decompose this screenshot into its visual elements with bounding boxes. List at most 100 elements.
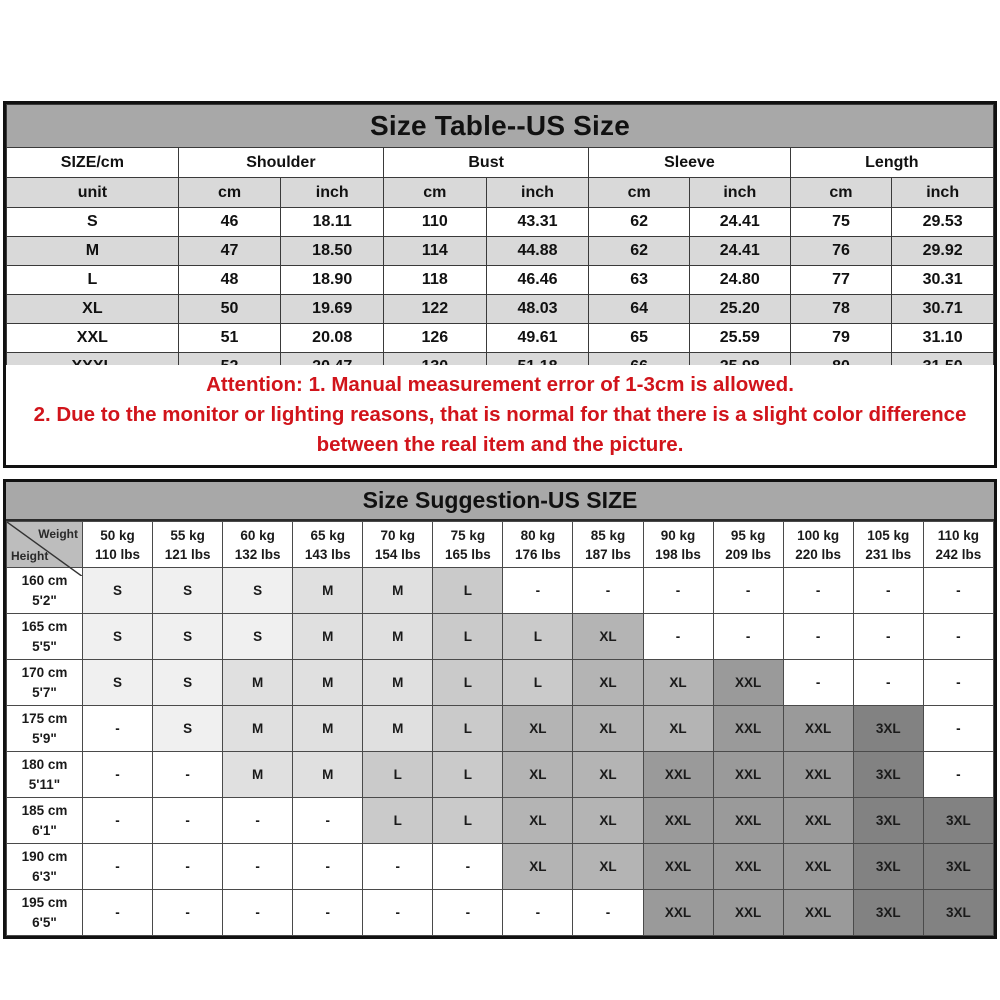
- size-table: Size Table--US Size SIZE/cm Shoulder Bus…: [6, 104, 995, 382]
- suggestion-cell: 3XL: [922, 797, 995, 844]
- weight-column-header: 65 kg 143 lbs: [292, 521, 364, 568]
- height-row-header: 170 cm 5'7": [6, 659, 83, 706]
- size-value-cell: 30.71: [891, 294, 994, 324]
- suggestion-cell: L: [502, 659, 574, 706]
- suggestion-cell: XL: [572, 797, 644, 844]
- size-table-group-header-row: SIZE/cm Shoulder Bust Sleeve Length: [6, 147, 995, 178]
- suggestion-cell: S: [152, 613, 224, 660]
- size-value-cell: 48: [177, 265, 282, 295]
- height-ft: 6'5": [32, 914, 57, 930]
- suggestion-cell: -: [152, 797, 224, 844]
- size-value-cell: 25.59: [688, 323, 791, 353]
- suggestion-cell: L: [432, 797, 504, 844]
- suggestion-cell: S: [152, 705, 224, 752]
- suggestion-cell: L: [362, 797, 434, 844]
- weight-column-header: 85 kg 187 lbs: [572, 521, 644, 568]
- weight-lbs: 132 lbs: [234, 546, 281, 562]
- weight-column-header: 70 kg 154 lbs: [362, 521, 434, 568]
- size-value-cell: 19.69: [280, 294, 385, 324]
- suggestion-cell: XL: [572, 705, 644, 752]
- suggestion-body: 160 cm 5'2" S S S M M L - - - - - - -165 cm 5'5" S S S M M L L…: [6, 567, 995, 936]
- suggestion-cell: -: [572, 567, 644, 614]
- size-value-cell: 78: [789, 294, 893, 324]
- suggestion-cell: XL: [502, 705, 574, 752]
- attention-line-2: 2. Due to the monitor or lighting reason…: [33, 403, 967, 426]
- weight-kg: 85 kg: [590, 527, 626, 543]
- size-suggestion-table: Weight Height 50 kg 110 lbs 55 kg 121 lbs 60…: [6, 521, 995, 936]
- height-ft: 5'11": [28, 776, 61, 792]
- suggestion-cell: -: [922, 751, 995, 798]
- attention-panel: Attention: 1. Manual measurement error o…: [3, 365, 997, 468]
- suggestion-cell: -: [432, 843, 504, 890]
- suggestion-cell: S: [222, 613, 294, 660]
- suggestion-cell: L: [432, 613, 504, 660]
- suggestion-cell: XL: [572, 843, 644, 890]
- size-table-row: L 48 18.90 118 46.46 63 24.80 77 30.31: [6, 265, 994, 295]
- unit-cell: inch: [688, 177, 791, 208]
- weight-kg: 110 kg: [937, 527, 980, 543]
- unit-cell: cm: [177, 177, 282, 208]
- size-value-cell: 65: [588, 323, 690, 353]
- size-value-cell: 43.31: [485, 207, 590, 237]
- suggestion-row: 180 cm 5'11" - - M M L L XL XL XXL XXL XXL 3XL -: [6, 751, 995, 798]
- size-value-cell: 62: [588, 207, 690, 237]
- size-table-row: XL 50 19.69 122 48.03 64 25.20 78 30.71: [6, 294, 994, 324]
- suggestion-cell: XL: [572, 751, 644, 798]
- suggestion-cell: -: [922, 613, 995, 660]
- header-length: Length: [789, 147, 995, 178]
- suggestion-cell: -: [502, 567, 574, 614]
- height-cm: 165 cm: [21, 618, 68, 634]
- suggestion-cell: XL: [502, 751, 574, 798]
- suggestion-header-row: Weight Height 50 kg 110 lbs 55 kg 121 lbs 60…: [6, 521, 995, 577]
- size-table-body: S 46 18.11 110 43.31 62 24.41 75 29.53 M 47 18.50 11…: [6, 207, 994, 382]
- suggestion-cell: L: [432, 751, 504, 798]
- size-value-cell: 118: [383, 265, 487, 295]
- size-table-title-row: Size Table--US Size: [6, 104, 994, 148]
- suggestion-cell: -: [572, 889, 644, 936]
- size-label-cell: S: [6, 207, 179, 237]
- weight-lbs: 154 lbs: [374, 546, 421, 562]
- diagonal-divider-icon: [7, 522, 82, 577]
- suggestion-cell: S: [81, 659, 154, 706]
- height-cm: 180 cm: [21, 756, 68, 772]
- suggestion-cell: XXL: [712, 751, 784, 798]
- size-suggestion-title: Size Suggestion-US SIZE: [6, 482, 994, 521]
- size-value-cell: 114: [383, 236, 487, 266]
- unit-cell: inch: [891, 177, 994, 208]
- suggestion-cell: L: [502, 613, 574, 660]
- weight-column-header: 75 kg 165 lbs: [432, 521, 504, 568]
- weight-column-header: 60 kg 132 lbs: [222, 521, 294, 568]
- suggestion-cell: -: [362, 889, 434, 936]
- weight-kg: 65 kg: [310, 527, 345, 543]
- suggestion-cell: -: [152, 889, 224, 936]
- size-table-row: XXL 51 20.08 126 49.61 65 25.59 79 31.10: [6, 323, 994, 353]
- suggestion-cell: 3XL: [852, 843, 924, 890]
- weight-lbs: 110 lbs: [95, 546, 141, 562]
- suggestion-cell: XXL: [782, 751, 854, 798]
- suggestion-cell: XXL: [782, 705, 854, 752]
- size-value-cell: 48.03: [485, 294, 590, 324]
- suggestion-cell: M: [292, 613, 364, 660]
- size-value-cell: 126: [383, 323, 487, 353]
- unit-cell: cm: [383, 177, 487, 208]
- weight-kg: 55 kg: [170, 527, 205, 543]
- weight-kg: 90 kg: [660, 527, 696, 543]
- suggestion-row: 160 cm 5'2" S S S M M L - - - - - - -: [6, 567, 995, 614]
- suggestion-cell: 3XL: [852, 797, 924, 844]
- suggestion-cell: XL: [502, 843, 574, 890]
- suggestion-cell: -: [782, 567, 854, 614]
- height-cm: 190 cm: [21, 848, 68, 864]
- weight-lbs: 209 lbs: [725, 546, 771, 562]
- height-row-header: 160 cm 5'2": [6, 567, 83, 614]
- unit-cell: inch: [485, 177, 590, 208]
- suggestion-cell: XXL: [712, 797, 784, 844]
- suggestion-cell: M: [362, 567, 434, 614]
- size-value-cell: 110: [383, 207, 487, 237]
- size-value-cell: 122: [383, 294, 487, 324]
- suggestion-cell: L: [432, 705, 504, 752]
- weight-kg: 100 kg: [797, 527, 840, 543]
- corner-weight-label: Weight: [38, 527, 78, 541]
- suggestion-cell: XXL: [782, 797, 854, 844]
- weight-kg: 75 kg: [450, 527, 486, 543]
- size-label-cell: L: [6, 265, 179, 295]
